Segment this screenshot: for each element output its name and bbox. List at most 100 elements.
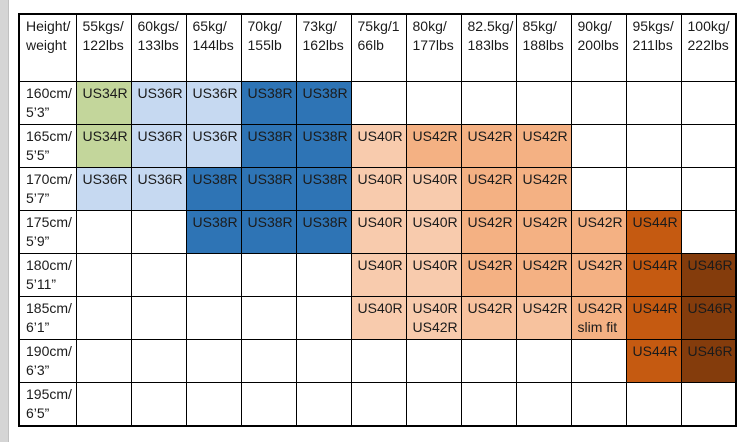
size-cell: US40R (350, 209, 407, 254)
empty-cell (75, 381, 132, 426)
size-cell: US38R (240, 123, 297, 168)
size-cell: US46R (680, 252, 737, 297)
empty-cell (75, 252, 132, 297)
size-cell: US44R (625, 252, 682, 297)
header-cell-weight: 100kg/ 222lbs (680, 13, 737, 82)
size-cell: US38R (295, 209, 352, 254)
size-cell: US38R (295, 123, 352, 168)
empty-cell (515, 80, 572, 125)
size-cell: US40R (350, 295, 407, 340)
empty-cell (295, 252, 352, 297)
empty-cell (130, 381, 187, 426)
size-cell: US40R (350, 123, 407, 168)
size-cell: US42R (515, 295, 572, 340)
empty-cell (350, 80, 407, 125)
size-cell: US42R (405, 123, 462, 168)
header-cell-height-weight: Height/ weight (18, 13, 77, 82)
size-cell: US42R (460, 252, 517, 297)
empty-cell (625, 381, 682, 426)
row-label-height: 190cm/ 6’3” (18, 338, 77, 383)
table-row: 185cm/ 6’1” US40R US40R US42R US42R US42R US4… (18, 295, 737, 340)
empty-cell (460, 80, 517, 125)
header-cell-weight: 65kg/ 144lbs (185, 13, 242, 82)
empty-cell (680, 123, 737, 168)
empty-cell (570, 338, 627, 383)
empty-cell (680, 80, 737, 125)
empty-cell (240, 252, 297, 297)
row-label-height: 160cm/ 5’3” (18, 80, 77, 125)
size-cell: US46R (680, 295, 737, 340)
size-cell: US34R (75, 123, 132, 168)
size-cell: US38R (295, 80, 352, 125)
header-cell-weight: 95kgs/ 211lbs (625, 13, 682, 82)
size-cell: US38R (295, 166, 352, 211)
size-cell: US36R (130, 80, 187, 125)
header-row: Height/ weight 55kgs/ 122lbs 60kgs/ 133lbs… (18, 13, 737, 82)
empty-cell (570, 381, 627, 426)
size-cell: US40R (405, 252, 462, 297)
empty-cell (460, 338, 517, 383)
size-cell: US40R (405, 166, 462, 211)
empty-cell (75, 209, 132, 254)
size-cell: US42R slim fit (570, 295, 627, 340)
empty-cell (625, 123, 682, 168)
empty-cell (185, 381, 242, 426)
size-cell: US46R (680, 338, 737, 383)
empty-cell (75, 295, 132, 340)
size-cell: US36R (185, 123, 242, 168)
size-cell: US38R (240, 166, 297, 211)
table-row: 175cm/ 5’9” US38R US38R US38R US40R US40R US42… (18, 209, 737, 254)
header-cell-weight: 82.5kg/ 183lbs (460, 13, 517, 82)
size-cell: US44R (625, 338, 682, 383)
header-cell-weight: 80kg/ 177lbs (405, 13, 462, 82)
empty-cell (240, 338, 297, 383)
row-label-height: 165cm/ 5’5” (18, 123, 77, 168)
header-cell-weight: 75kg/1 66lb (350, 13, 407, 82)
row-label-height: 180cm/ 5’11” (18, 252, 77, 297)
empty-cell (570, 80, 627, 125)
empty-cell (295, 381, 352, 426)
size-cell: US36R (185, 80, 242, 125)
row-label-height: 185cm/ 6’1” (18, 295, 77, 340)
table-row: 195cm/ 6’5” (18, 381, 737, 426)
empty-cell (350, 338, 407, 383)
empty-cell (680, 209, 737, 254)
empty-cell (240, 381, 297, 426)
size-cell: US42R (460, 209, 517, 254)
empty-cell (625, 80, 682, 125)
size-cell: US40R US42R (405, 295, 462, 340)
size-cell: US44R (625, 209, 682, 254)
empty-cell (460, 381, 517, 426)
table-row: 165cm/ 5’5” US34R US36R US36R US38R US38R US40… (18, 123, 737, 168)
empty-cell (570, 166, 627, 211)
table-row: 180cm/ 5’11” US40R US40R US42R US42R US42R US4… (18, 252, 737, 297)
header-cell-weight: 70kg/ 155lb (240, 13, 297, 82)
size-cell: US42R (515, 209, 572, 254)
size-cell: US34R (75, 80, 132, 125)
empty-cell (185, 295, 242, 340)
empty-cell (130, 338, 187, 383)
empty-cell (240, 295, 297, 340)
header-cell-weight: 60kgs/ 133lbs (130, 13, 187, 82)
table-row: 170cm/ 5’7” US36R US36R US38R US38R US38R US40… (18, 166, 737, 211)
size-cell: US40R (405, 209, 462, 254)
size-cell: US40R (350, 252, 407, 297)
page-edge-strip (0, 0, 9, 442)
empty-cell (680, 381, 737, 426)
empty-cell (185, 338, 242, 383)
empty-cell (680, 166, 737, 211)
size-cell: US42R (570, 209, 627, 254)
empty-cell (515, 338, 572, 383)
row-label-height: 170cm/ 5’7” (18, 166, 77, 211)
size-cell: US36R (75, 166, 132, 211)
empty-cell (350, 381, 407, 426)
header-cell-weight: 85kg/ 188lbs (515, 13, 572, 82)
size-cell: US42R (460, 295, 517, 340)
empty-cell (75, 338, 132, 383)
empty-cell (130, 252, 187, 297)
header-cell-weight: 55kgs/ 122lbs (75, 13, 132, 82)
empty-cell (570, 123, 627, 168)
empty-cell (405, 381, 462, 426)
size-chart-table: Height/ weight 55kgs/ 122lbs 60kgs/ 133lbs… (18, 13, 737, 427)
